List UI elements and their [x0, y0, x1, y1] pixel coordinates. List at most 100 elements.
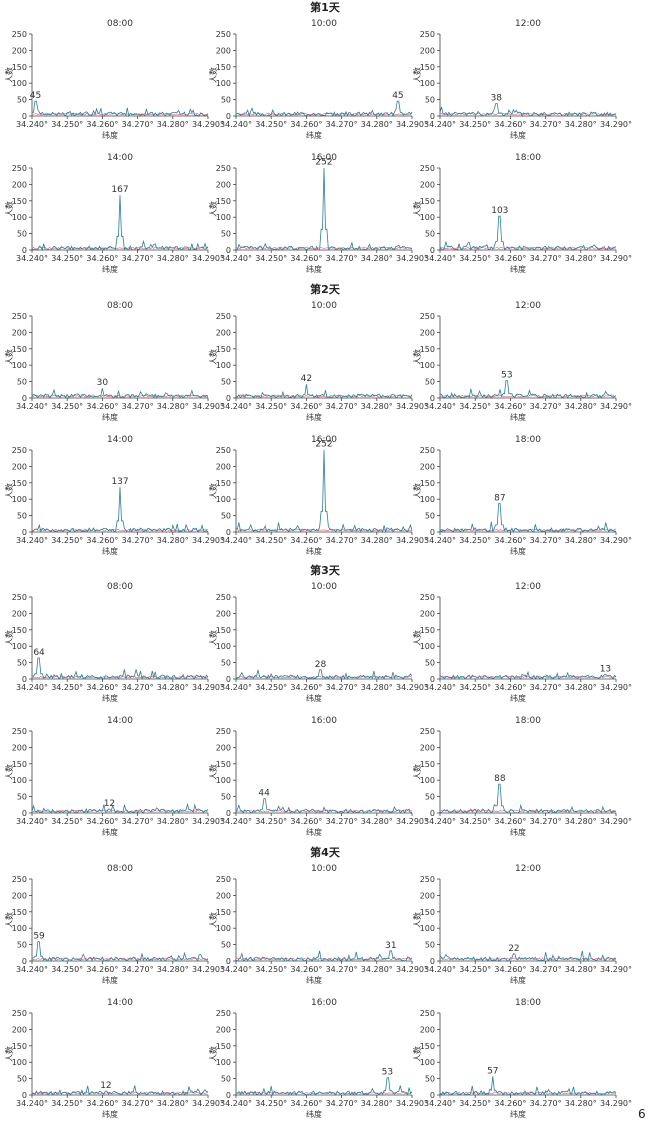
x-axis-label: 纬度 — [306, 546, 322, 556]
x-tick-label: 34.290° — [192, 817, 224, 826]
y-tick-label: 250 — [12, 446, 27, 455]
x-tick-label: 34.250° — [459, 817, 491, 826]
baseline-series-line — [31, 528, 209, 532]
y-tick-label: 150 — [216, 479, 231, 488]
y-tick-label: 50 — [17, 1075, 27, 1084]
day-title: 第1天 — [310, 0, 341, 14]
y-tick-label: 200 — [420, 462, 435, 471]
y-tick-label: 150 — [12, 345, 27, 354]
baseline-series-line — [235, 528, 413, 532]
x-tick-label: 34.250° — [51, 1099, 83, 1108]
x-tick-label: 34.270° — [122, 1099, 154, 1108]
x-axis-label: 纬度 — [510, 827, 526, 837]
panel-time-title: 16:00 — [311, 153, 337, 163]
y-tick-label: 100 — [12, 495, 27, 504]
x-tick-label: 34.240° — [16, 965, 48, 974]
y-axis-label: 人数 — [208, 201, 218, 217]
x-tick-label: 34.260° — [86, 254, 118, 263]
y-tick-label: 0 — [22, 528, 27, 537]
subplot-day1-1600: 16:00 0 50 100 150 200 250 34.240° 34.250° 34.260… — [208, 153, 428, 274]
x-tick-label: 34.270° — [530, 536, 562, 545]
x-tick-label: 34.240° — [424, 254, 456, 263]
x-tick-label: 34.280° — [361, 683, 393, 692]
x-axis-label: 纬度 — [102, 546, 118, 556]
y-tick-label: 200 — [12, 609, 27, 618]
x-axis-label: 纬度 — [306, 693, 322, 703]
x-tick-label: 34.270° — [326, 817, 358, 826]
y-tick-label: 50 — [425, 659, 435, 668]
subplot-day3-1800: 18:00 0 50 100 150 200 250 34.240° 34.250° 34.260… — [412, 716, 632, 837]
y-axis-label: 人数 — [412, 912, 422, 928]
x-tick-label: 34.280° — [157, 536, 189, 545]
page-number: 6 — [638, 1107, 646, 1121]
y-tick-label: 150 — [420, 626, 435, 635]
x-tick-label: 34.250° — [255, 254, 287, 263]
y-tick-label: 150 — [420, 63, 435, 72]
x-tick-label: 34.280° — [157, 120, 189, 129]
y-tick-label: 150 — [420, 1042, 435, 1051]
y-tick-label: 50 — [425, 378, 435, 387]
x-axis-label: 纬度 — [102, 264, 118, 274]
peak-data-label: 44 — [258, 789, 270, 799]
x-tick-label: 34.290° — [192, 120, 224, 129]
y-tick-label: 100 — [12, 361, 27, 370]
y-tick-label: 150 — [12, 63, 27, 72]
x-tick-label: 34.290° — [600, 402, 632, 411]
panel-time-title: 12:00 — [515, 301, 541, 311]
x-tick-label: 34.290° — [600, 817, 632, 826]
y-axis-label: 人数 — [4, 630, 14, 646]
x-tick-label: 34.250° — [51, 402, 83, 411]
y-tick-label: 200 — [216, 743, 231, 752]
x-tick-label: 34.260° — [290, 817, 322, 826]
x-tick-label: 34.250° — [255, 1099, 287, 1108]
x-tick-label: 34.240° — [16, 536, 48, 545]
x-tick-label: 34.260° — [494, 536, 526, 545]
x-tick-label: 34.260° — [290, 120, 322, 129]
count-series-line — [439, 670, 617, 680]
x-tick-label: 34.240° — [16, 683, 48, 692]
y-tick-label: 0 — [430, 675, 435, 684]
subplot-day1-1800: 18:00 0 50 100 150 200 250 34.240° 34.250° 34.260… — [412, 153, 632, 274]
panel-time-title: 08:00 — [107, 19, 133, 29]
x-tick-label: 34.290° — [396, 683, 428, 692]
subplot-day4-1400: 14:00 0 50 100 150 200 250 34.240° 34.250° 34.260… — [4, 998, 224, 1119]
day-title: 第2天 — [310, 282, 341, 296]
x-axis-label: 纬度 — [510, 975, 526, 985]
y-tick-label: 100 — [420, 79, 435, 88]
y-tick-label: 0 — [226, 675, 231, 684]
x-tick-label: 34.240° — [16, 120, 48, 129]
count-series-line — [31, 487, 209, 533]
y-tick-label: 200 — [12, 891, 27, 900]
y-tick-label: 250 — [216, 446, 231, 455]
x-tick-label: 34.290° — [192, 536, 224, 545]
y-tick-label: 200 — [216, 328, 231, 337]
x-tick-label: 34.280° — [361, 254, 393, 263]
x-tick-label: 34.280° — [361, 402, 393, 411]
y-tick-label: 250 — [216, 593, 231, 602]
y-tick-label: 250 — [420, 30, 435, 39]
y-tick-label: 50 — [221, 96, 231, 105]
panel-time-title: 12:00 — [515, 582, 541, 592]
y-axis-label: 人数 — [4, 67, 14, 83]
subplot-day2-1200: 12:00 0 50 100 150 200 250 34.240° 34.250° 34.260… — [412, 301, 632, 422]
y-tick-label: 50 — [221, 1075, 231, 1084]
x-tick-label: 34.280° — [565, 683, 597, 692]
panel-time-title: 12:00 — [515, 864, 541, 874]
x-tick-label: 34.260° — [290, 254, 322, 263]
count-series-line — [235, 950, 413, 962]
x-tick-label: 34.280° — [157, 402, 189, 411]
panel-time-title: 14:00 — [107, 153, 133, 163]
y-tick-label: 0 — [22, 675, 27, 684]
peak-data-label: 87 — [494, 493, 505, 503]
x-tick-label: 34.260° — [86, 683, 118, 692]
y-tick-label: 200 — [12, 462, 27, 471]
y-axis-label: 人数 — [208, 349, 218, 365]
y-axis-label: 人数 — [4, 912, 14, 928]
x-tick-label: 34.270° — [530, 965, 562, 974]
subplot-day2-1800: 18:00 0 50 100 150 200 250 34.240° 34.250° 34.260… — [412, 435, 632, 556]
y-tick-label: 50 — [425, 941, 435, 950]
y-axis-label: 人数 — [208, 912, 218, 928]
x-tick-label: 34.280° — [565, 254, 597, 263]
y-tick-label: 150 — [12, 908, 27, 917]
x-tick-label: 34.270° — [122, 683, 154, 692]
